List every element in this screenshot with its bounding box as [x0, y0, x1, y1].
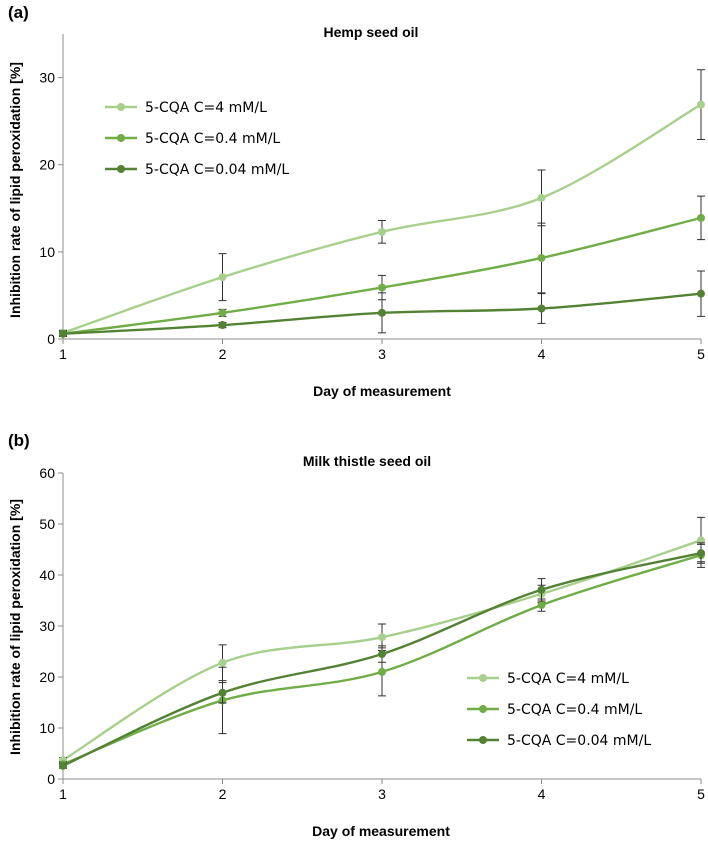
x-tick-label-b: 1 — [59, 786, 67, 802]
panel-label-b: (b) — [8, 431, 30, 450]
data-point-a-2 — [537, 253, 546, 262]
y-axis-title-a: Inhibition rate of lipid peroxidation [%… — [7, 62, 23, 318]
x-tick-label-a: 3 — [378, 346, 386, 362]
y-tick-label-a: 0 — [47, 331, 55, 347]
data-point-a-3 — [537, 304, 546, 313]
panel-label-a: (a) — [8, 3, 29, 22]
legend-label-b-3: 5-CQA C=0.04 mM/L — [507, 733, 651, 749]
x-tick-label-a: 1 — [59, 346, 67, 362]
legend-marker-b-2 — [479, 705, 487, 713]
legend-label-a-2: 5-CQA C=0.4 mM/L — [145, 131, 280, 147]
data-point-a-3 — [218, 321, 227, 330]
legend-b: 5-CQA C=0.04 mM/L 5-CQA C=0.4 mM/L 5-CQA C… — [467, 671, 651, 749]
data-point-a-2 — [378, 283, 386, 292]
data-point-b-1 — [218, 658, 227, 667]
data-point-b-3 — [697, 549, 705, 558]
legend-marker-b-3 — [479, 736, 487, 744]
data-point-a-2 — [697, 213, 705, 222]
y-axis-title-b: Inhibition rate of lipid peroxidation [%… — [7, 499, 23, 755]
y-tick-label-a: 30 — [39, 70, 55, 86]
x-tick-label-a: 4 — [538, 346, 546, 362]
series-b-3 — [59, 543, 705, 770]
series-a-3 — [59, 270, 705, 338]
y-tick-label-b: 10 — [39, 720, 55, 736]
y-tick-label-a: 20 — [39, 157, 55, 173]
data-point-b-3 — [218, 688, 227, 697]
y-tick-label-b: 60 — [39, 465, 55, 481]
chart-panel-a: (a) Hemp seed oil Inhibition rate of lip… — [7, 3, 705, 399]
data-point-b-1 — [697, 536, 705, 545]
x-tick-label-b: 2 — [219, 786, 227, 802]
chart-title-b: Milk thistle seed oil — [303, 453, 431, 469]
data-point-b-3 — [537, 585, 546, 594]
y-tick-label-b: 40 — [39, 567, 55, 583]
legend-label-a-3: 5-CQA C=0.04 mM/L — [145, 162, 289, 178]
x-axis-title-b: Day of measurement — [312, 823, 450, 839]
legend-marker-b-1 — [479, 674, 487, 682]
x-tick-label-b: 5 — [697, 786, 705, 802]
y-tick-label-a: 10 — [39, 244, 55, 260]
x-tick-label-a: 2 — [219, 346, 227, 362]
legend-label-a-1: 5-CQA C=4 mM/L — [145, 100, 267, 116]
legend-label-b-1: 5-CQA C=4 mM/L — [507, 671, 629, 687]
data-point-a-3 — [697, 289, 705, 298]
legend-label-b-2: 5-CQA C=0.4 mM/L — [507, 702, 642, 718]
data-point-a-2 — [218, 308, 227, 317]
data-point-b-3 — [59, 761, 67, 770]
data-point-b-1 — [378, 633, 386, 642]
y-tick-label-b: 0 — [47, 771, 55, 787]
chart-panel-b: (b) Milk thistle seed oil Inhibition rat… — [7, 431, 705, 839]
legend-a: 5-CQA C=4 mM/L 5-CQA C=0.4 mM/L 5-CQA C=0.… — [105, 100, 289, 178]
x-tick-label-a: 5 — [697, 346, 705, 362]
data-point-a-3 — [59, 329, 67, 338]
y-tick-label-b: 50 — [39, 516, 55, 532]
data-point-b-3 — [378, 650, 386, 659]
plot-area-a: 0 10 20 30 1 2 3 4 5 5-CQA C=4 mM/L 5-CQA C=0.4 mM… — [39, 34, 705, 362]
data-point-a-1 — [218, 273, 227, 282]
data-point-b-2 — [378, 667, 386, 676]
y-tick-label-b: 30 — [39, 618, 55, 634]
data-point-a-1 — [537, 193, 546, 202]
data-point-a-1 — [378, 227, 386, 236]
x-tick-label-b: 3 — [378, 786, 386, 802]
chart-title-a: Hemp seed oil — [324, 24, 419, 40]
data-point-a-3 — [378, 308, 386, 317]
y-tick-label-b: 20 — [39, 669, 55, 685]
data-point-b-2 — [537, 601, 546, 610]
series-b-1 — [59, 516, 705, 765]
legend-marker-a-3 — [117, 165, 125, 173]
legend-marker-a-1 — [117, 103, 125, 111]
legend-marker-a-2 — [117, 134, 125, 142]
x-axis-title-a: Day of measurement — [313, 383, 451, 399]
data-point-a-1 — [697, 100, 705, 109]
x-tick-label-b: 4 — [538, 786, 546, 802]
